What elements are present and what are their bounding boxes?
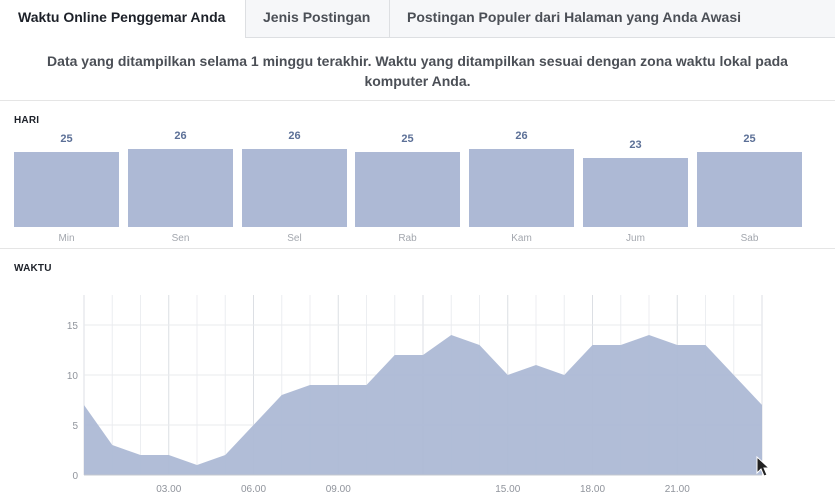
time-chart: WAKTU 0 5 10 15 03.00 06.00 09.00 15.00 18.00 21.… — [0, 249, 835, 501]
time-area-series[interactable] — [84, 335, 762, 475]
x-tick-label: 21.00 — [665, 484, 690, 495]
tab-post-types[interactable]: Jenis Postingan — [247, 0, 390, 37]
y-tick-label: 15 — [67, 321, 79, 332]
y-tick-label: 5 — [72, 421, 78, 432]
day-name-label: Jum — [626, 233, 645, 244]
days-chart: HARI 25 Min 26 Sen 26 Sel 25 Rab 26 Kam 23 Jum 25 Sab — [0, 101, 835, 249]
day-value-label: 25 — [60, 133, 73, 145]
day-value-label: 25 — [743, 133, 756, 145]
time-area-chart: 0 5 10 15 03.00 06.00 09.00 15.00 18.00 21.00 — [67, 295, 771, 495]
day-name-label: Min — [58, 233, 75, 244]
day-bar[interactable] — [242, 149, 347, 227]
day-value-label: 26 — [515, 130, 528, 142]
day-bar[interactable] — [583, 158, 688, 227]
day-name-label: Sab — [740, 233, 759, 244]
data-range-notice: Data yang ditampilkan selama 1 minggu te… — [0, 38, 835, 101]
day-name-label: Rab — [398, 233, 417, 244]
x-tick-label: 15.00 — [495, 484, 520, 495]
tab-fan-online-time[interactable]: Waktu Online Penggemar Anda — [0, 0, 246, 38]
day-bar[interactable] — [355, 152, 460, 227]
days-chart-title: HARI — [14, 115, 40, 126]
mouse-cursor-icon — [756, 455, 771, 477]
day-name-label: Sen — [171, 233, 190, 244]
x-tick-label: 18.00 — [580, 484, 605, 495]
day-name-label: Kam — [511, 233, 532, 244]
x-tick-label: 06.00 — [241, 484, 266, 495]
day-bar[interactable] — [697, 152, 802, 227]
day-value-label: 23 — [629, 139, 642, 151]
notice-text: Data yang ditampilkan selama 1 minggu te… — [47, 53, 788, 89]
day-bar[interactable] — [128, 149, 233, 227]
day-bar[interactable] — [14, 152, 119, 227]
tab-top-posts-watched-pages[interactable]: Postingan Populer dari Halaman yang Anda… — [407, 9, 742, 25]
tab-bar: Waktu Online Penggemar Anda Jenis Postin… — [0, 0, 835, 38]
day-bar[interactable] — [469, 149, 574, 227]
day-value-label: 26 — [174, 130, 187, 142]
day-value-label: 26 — [288, 130, 301, 142]
day-value-label: 25 — [401, 133, 414, 145]
x-tick-label: 03.00 — [156, 484, 181, 495]
y-tick-label: 10 — [67, 371, 79, 382]
time-chart-title: WAKTU — [14, 263, 52, 274]
day-name-label: Sel — [287, 233, 302, 244]
x-tick-label: 09.00 — [326, 484, 351, 495]
y-tick-label: 0 — [72, 471, 78, 482]
